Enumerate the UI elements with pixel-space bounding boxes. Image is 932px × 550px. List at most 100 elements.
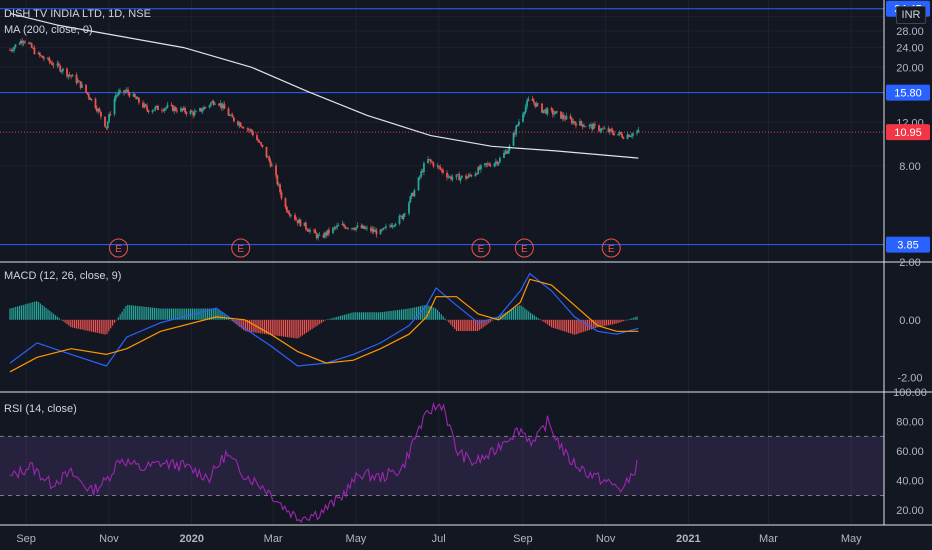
- macd-histogram-bar: [480, 319, 482, 329]
- signal-line[interactable]: [9, 278, 639, 373]
- candle-body: [30, 43, 33, 48]
- candle-body: [404, 213, 406, 215]
- earnings-marker[interactable]: [471, 238, 491, 258]
- candle-body: [28, 42, 30, 44]
- earnings-marker[interactable]: [514, 238, 534, 258]
- candle-body: [146, 106, 148, 111]
- macd-histogram-bar: [281, 319, 283, 337]
- candle-body: [268, 156, 271, 161]
- macd-histogram-bar: [465, 319, 467, 332]
- macd-histogram-bar: [34, 301, 36, 320]
- symbol-title: DISH TV INDIA LTD, 1D, NSE: [4, 8, 151, 20]
- candle-body: [503, 152, 505, 158]
- candle-body: [458, 174, 461, 181]
- macd-histogram-bar: [55, 315, 57, 320]
- earnings-marker[interactable]: [231, 238, 251, 258]
- macd-histogram-bar: [573, 319, 575, 335]
- macd-pane[interactable]: [9, 272, 639, 373]
- candle-body: [79, 81, 82, 88]
- macd-tick-label: -2.00: [897, 373, 922, 385]
- currency-button[interactable]: INR: [896, 6, 926, 24]
- candle-body: [412, 192, 414, 197]
- macd-histogram-bar: [277, 319, 279, 336]
- macd-histogram-bar: [184, 308, 186, 320]
- candle-body: [515, 125, 518, 135]
- earnings-marker[interactable]: [109, 238, 129, 258]
- macd-histogram-bar: [448, 319, 450, 323]
- macd-histogram-bar: [102, 319, 104, 335]
- candle-body: [437, 165, 440, 167]
- macd-histogram-bar: [366, 312, 368, 320]
- candle-body: [336, 225, 338, 228]
- macd-histogram-bar: [547, 319, 549, 325]
- macd-histogram-bar: [144, 306, 146, 320]
- macd-line[interactable]: [9, 272, 639, 367]
- rsi-pane[interactable]: [0, 401, 884, 524]
- candle-body: [550, 108, 553, 110]
- candle-body: [313, 229, 315, 231]
- macd-histogram-bar: [262, 319, 264, 334]
- macd-histogram-bar: [32, 302, 34, 320]
- macd-histogram-bar: [598, 319, 600, 328]
- candle-body: [97, 109, 100, 112]
- macd-histogram-bar: [319, 319, 321, 325]
- macd-histogram-bar: [269, 319, 271, 335]
- candle-body: [86, 92, 89, 94]
- candle-body: [144, 104, 147, 107]
- candle-body: [493, 163, 496, 167]
- macd-histogram-bar: [383, 311, 385, 320]
- rsi-line[interactable]: [9, 401, 638, 524]
- macd-histogram-bar: [148, 307, 150, 320]
- candle-body: [10, 49, 13, 51]
- macd-histogram-bar: [170, 308, 173, 320]
- macd-histogram-bar: [161, 308, 163, 320]
- macd-histogram-bar: [15, 306, 17, 320]
- candle-body: [513, 132, 516, 135]
- candle-body: [133, 93, 136, 98]
- macd-histogram-bar: [484, 319, 486, 327]
- x-tick-label: May: [841, 533, 862, 545]
- macd-histogram-bar: [492, 319, 494, 321]
- candle-body: [553, 113, 556, 115]
- price-tick-label: 24.00: [896, 43, 924, 55]
- candle-body: [428, 159, 431, 160]
- macd-histogram-bar: [24, 304, 26, 320]
- macd-histogram-bar: [463, 319, 465, 332]
- macd-histogram-bar: [75, 319, 78, 329]
- macd-histogram-bar: [47, 309, 49, 320]
- macd-histogram-bar: [296, 319, 298, 339]
- candle-body: [239, 122, 242, 127]
- candle-body: [59, 65, 62, 72]
- macd-histogram-bar: [163, 308, 165, 320]
- macd-histogram-bar: [142, 306, 144, 320]
- macd-histogram-bar: [579, 319, 581, 334]
- macd-histogram-bar: [364, 312, 366, 320]
- macd-histogram-bar: [397, 310, 399, 320]
- candle-body: [57, 63, 60, 66]
- x-tick-label: Mar: [264, 533, 283, 545]
- candle-body: [399, 215, 402, 217]
- macd-histogram-bar: [566, 319, 568, 333]
- candle-body: [402, 213, 405, 219]
- candle-body: [119, 90, 121, 93]
- candle-body: [455, 174, 458, 178]
- candle-body: [90, 98, 93, 101]
- earnings-marker[interactable]: [601, 238, 621, 258]
- macd-histogram-bar: [182, 308, 184, 320]
- candle-body: [81, 84, 83, 88]
- ma-200-line[interactable]: [9, 12, 639, 159]
- candle-body: [436, 165, 439, 167]
- candle-body: [171, 105, 174, 112]
- candle-body: [603, 128, 606, 130]
- macd-histogram-bar: [313, 319, 315, 328]
- candle-body: [189, 110, 192, 114]
- candle-body: [423, 163, 425, 172]
- candle-body: [589, 124, 592, 126]
- macd-histogram-bar: [151, 307, 154, 320]
- candle-body: [231, 114, 234, 118]
- candle-body: [573, 121, 576, 124]
- candle-body: [355, 227, 357, 230]
- macd-histogram-bar: [328, 318, 330, 320]
